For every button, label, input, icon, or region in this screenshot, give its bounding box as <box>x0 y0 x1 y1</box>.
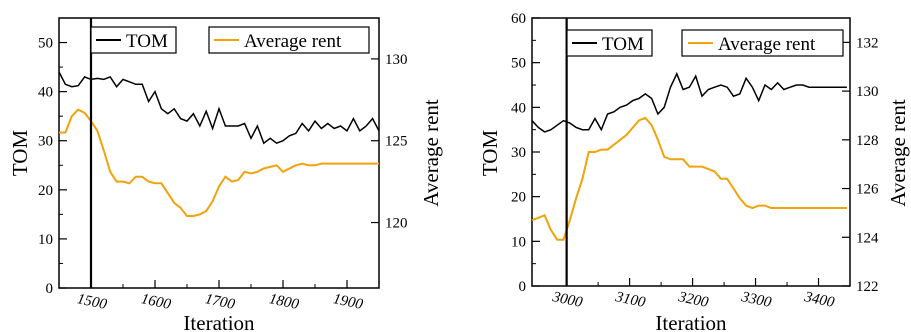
tom-line-right <box>531 71 847 133</box>
y2-tick-label: 126 <box>856 182 879 198</box>
x-axis-label-right: Iteration <box>655 311 727 332</box>
legend-rent-label-left: Average rent <box>244 31 342 52</box>
y2-tick-label: 130 <box>385 52 408 68</box>
y-tick-label: 20 <box>511 190 526 206</box>
x-ticks-right: 3000 3100 3200 3300 3400 <box>550 278 836 311</box>
y2-tick-label: 120 <box>385 216 408 232</box>
plot-frame-left <box>58 17 380 289</box>
y-axis-label-right: TOM <box>478 130 502 177</box>
x-tick-label: 1700 <box>203 291 236 313</box>
x-axis-label-left: Iteration <box>183 311 255 332</box>
x-tick-label: 3300 <box>739 289 773 311</box>
y-ticks-left: 0 10 20 30 40 50 <box>38 36 67 297</box>
y-tick-label: 0 <box>46 281 54 297</box>
legend-tom-label-left: TOM <box>126 31 168 52</box>
legend-left: TOM Average rent <box>90 26 370 54</box>
y-tick-label: 10 <box>511 234 526 250</box>
x-tick-label: 3000 <box>550 289 584 311</box>
y2-ticks-right: 122 124 126 128 130 132 <box>842 35 879 295</box>
y2-ticks-left: 120 125 130 <box>371 52 408 232</box>
x-tick-label: 1500 <box>75 291 108 313</box>
y-tick-label: 20 <box>38 183 53 199</box>
y-ticks-right: 0 10 20 30 40 50 60 <box>511 11 540 295</box>
plot-frame-right <box>531 17 851 287</box>
chart-right: 0 10 20 30 40 50 60 122 124 126 128 130 132 3000 310… <box>478 11 910 332</box>
y-tick-label: 40 <box>38 85 53 101</box>
legend-rent-label-right: Average rent <box>718 34 816 55</box>
rent-line-left <box>59 108 379 217</box>
y-tick-label: 30 <box>511 145 526 161</box>
y2-tick-label: 128 <box>856 133 879 149</box>
tom-line-left <box>58 71 380 145</box>
x-tick-label: 1800 <box>267 291 300 313</box>
y2-axis-label-right: Average rent <box>886 99 910 207</box>
y2-tick-label: 130 <box>856 84 879 100</box>
y-tick-label: 0 <box>519 279 527 295</box>
y-axis-label-left: TOM <box>8 130 32 177</box>
legend-right: TOM Average rent <box>566 29 844 57</box>
y-tick-label: 50 <box>38 36 53 52</box>
x-tick-label: 3100 <box>613 289 647 311</box>
y-tick-label: 10 <box>38 232 53 248</box>
y-tick-label: 40 <box>511 100 526 116</box>
y2-tick-label: 124 <box>856 230 879 246</box>
x-tick-label: 3200 <box>676 289 710 311</box>
chart-left: 0 10 20 30 40 50 120 125 130 1500 1600 1700 1800 19… <box>8 17 443 332</box>
x-ticks-left: 1500 1600 1700 1800 1900 <box>75 280 365 313</box>
y-tick-label: 60 <box>511 11 526 27</box>
y-tick-label: 30 <box>38 134 53 150</box>
rent-line-right <box>531 116 847 241</box>
y2-axis-label-left: Average rent <box>419 99 443 207</box>
legend-tom-label-right: TOM <box>602 34 644 55</box>
x-tick-label: 3400 <box>802 289 836 311</box>
y-tick-label: 50 <box>511 56 526 72</box>
x-tick-label: 1900 <box>331 291 364 313</box>
x-tick-label: 1600 <box>139 291 172 313</box>
y2-tick-label: 125 <box>385 134 408 150</box>
y2-tick-label: 122 <box>856 279 879 295</box>
y2-tick-label: 132 <box>856 35 879 51</box>
